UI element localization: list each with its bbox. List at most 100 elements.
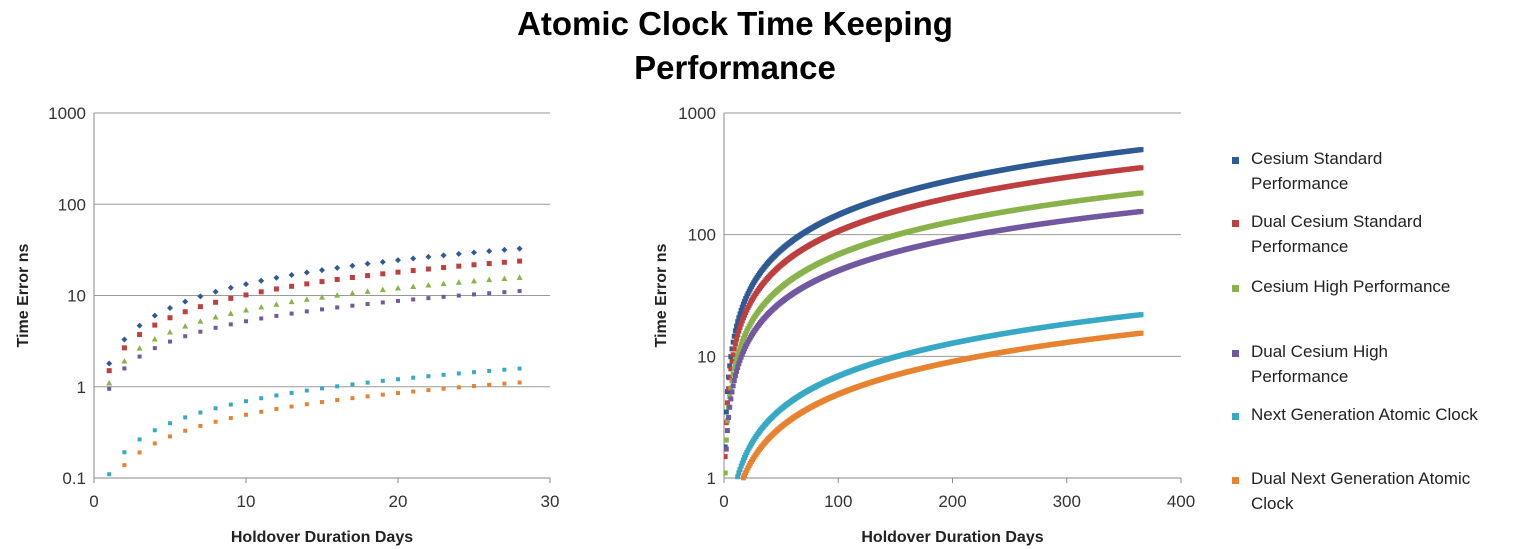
point-next-gen (502, 367, 507, 372)
legend-item-cesium-standard: Cesium Standard Performance (1232, 146, 1532, 196)
legend-item-dual-next-gen: Dual Next Generation Atomic Clock (1232, 466, 1532, 516)
point-dual-cesium-standard (739, 318, 745, 324)
point-dual-cesium-high (735, 364, 741, 370)
point-dual-cesium-standard (258, 289, 264, 295)
point-dual-cesium-standard (740, 315, 746, 321)
series-cesium-standard (724, 147, 1144, 450)
point-cesium-standard (516, 245, 523, 252)
x-tick-label: 10 (237, 492, 256, 511)
point-cesium-high (516, 274, 523, 280)
point-cesium-standard (486, 248, 493, 255)
point-dual-next-gen (213, 419, 218, 424)
point-dual-cesium-standard (724, 454, 728, 460)
chart-title-line-1: Atomic Clock Time Keeping (517, 5, 953, 42)
point-cesium-high (425, 281, 432, 288)
point-dual-cesium-standard (736, 328, 742, 334)
point-next-gen (1138, 312, 1144, 318)
point-next-gen (738, 463, 744, 469)
point-cesium-high (742, 333, 748, 339)
point-dual-cesium-high (213, 325, 218, 330)
point-dual-cesium-standard (273, 286, 279, 292)
point-cesium-standard (734, 323, 740, 329)
point-next-gen (365, 380, 370, 385)
point-cesium-standard (742, 298, 748, 304)
legend-marker-cesium-high (1232, 285, 1239, 292)
point-next-gen (152, 428, 157, 433)
chart-2: 1 10 100 1000 0 100 200 300 400 Holdover Duration… (653, 104, 1195, 546)
point-cesium-standard (167, 304, 173, 311)
point-dual-cesium-high (1138, 209, 1144, 215)
point-next-gen (737, 466, 743, 472)
point-dual-cesium-standard (289, 283, 295, 289)
point-dual-cesium-standard (410, 268, 416, 274)
y-tick-label: 10 (67, 287, 86, 306)
point-cesium-high (319, 294, 325, 300)
point-dual-cesium-high (737, 357, 743, 363)
chart-title: Atomic Clock Time Keeping Performance (0, 2, 1470, 90)
point-cesium-high (734, 356, 740, 362)
point-cesium-high (736, 348, 742, 354)
point-cesium-high (364, 288, 371, 294)
legend-label-dual-cesium-high: Dual Cesium High Performance (1251, 342, 1388, 386)
point-dual-next-gen (740, 475, 746, 481)
series-dual-cesium-standard (106, 258, 523, 374)
point-dual-next-gen (1138, 330, 1144, 336)
point-cesium-high (379, 286, 386, 293)
point-cesium-standard (273, 274, 280, 281)
point-dual-cesium-high (137, 354, 142, 359)
x-axis-title: Holdover Duration Days (861, 529, 1043, 546)
point-dual-cesium-standard (735, 332, 741, 338)
point-dual-next-gen (396, 391, 400, 396)
point-dual-cesium-standard (724, 400, 730, 406)
point-dual-cesium-standard (304, 281, 310, 287)
legend-marker-dual-cesium-high (1232, 350, 1239, 357)
point-cesium-high (738, 341, 744, 347)
point-dual-cesium-standard (182, 309, 188, 315)
series-layer (724, 147, 1144, 481)
point-cesium-standard (136, 322, 143, 329)
series-dual-cesium-standard (724, 165, 1144, 460)
point-next-gen (274, 393, 279, 398)
y-tick-label: 1000 (48, 104, 86, 123)
point-cesium-standard (724, 389, 730, 395)
x-tick-label: 0 (89, 492, 98, 511)
point-dual-cesium-standard (152, 322, 158, 328)
point-next-gen (740, 457, 746, 463)
point-dual-cesium-high (727, 404, 733, 410)
series-cesium-high (724, 190, 1144, 476)
point-next-gen (426, 374, 431, 379)
y-axis-title: Time Error ns (653, 244, 670, 348)
point-dual-cesium-high (107, 386, 112, 391)
point-dual-cesium-high (335, 305, 340, 310)
point-next-gen (137, 437, 142, 442)
series-dual-cesium-high (107, 289, 522, 391)
point-dual-cesium-standard (731, 346, 737, 352)
point-dual-next-gen (456, 385, 461, 390)
point-cesium-standard (738, 307, 744, 313)
point-dual-next-gen (183, 428, 188, 433)
point-dual-cesium-standard (729, 358, 735, 364)
point-dual-next-gen (289, 404, 294, 409)
point-dual-cesium-standard (349, 274, 355, 280)
point-cesium-standard (1138, 147, 1144, 153)
legend-label-dual-cesium-standard: Dual Cesium Standard Performance (1251, 212, 1423, 256)
y-tick-label: 0.1 (62, 469, 86, 488)
x-tick-label: 30 (541, 492, 560, 511)
point-cesium-standard (197, 293, 204, 300)
point-cesium-high (121, 357, 128, 364)
point-dual-cesium-high (739, 351, 745, 357)
point-dual-cesium-high (517, 289, 522, 294)
point-cesium-standard (258, 277, 265, 284)
point-dual-cesium-high (183, 334, 188, 339)
point-next-gen (244, 399, 248, 404)
point-cesium-standard (501, 246, 508, 253)
point-dual-next-gen (335, 398, 340, 403)
point-dual-cesium-standard (730, 352, 736, 358)
point-cesium-standard (743, 296, 749, 302)
point-cesium-standard (212, 288, 219, 295)
y-tick-label: 1 (77, 378, 86, 397)
point-dual-cesium-high (441, 294, 446, 299)
point-dual-cesium-high (472, 292, 476, 297)
point-cesium-high (410, 283, 417, 289)
point-cesium-standard (349, 262, 356, 269)
